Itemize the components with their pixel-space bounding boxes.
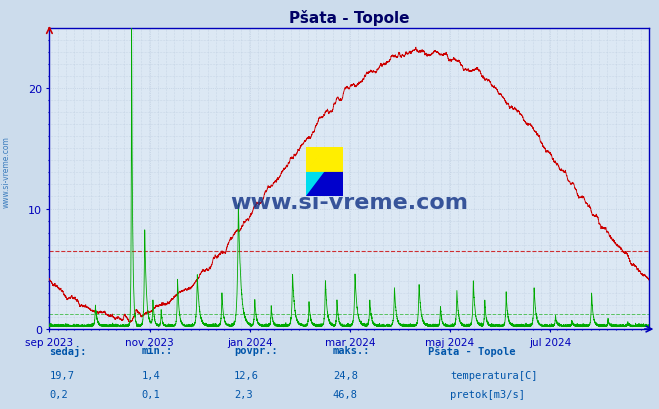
Text: 24,8: 24,8 (333, 370, 358, 380)
Text: 0,1: 0,1 (142, 389, 160, 399)
Text: temperatura[C]: temperatura[C] (450, 370, 538, 380)
Text: Pšata - Topole: Pšata - Topole (428, 346, 516, 356)
Text: 0,2: 0,2 (49, 389, 68, 399)
Text: maks.:: maks.: (333, 346, 370, 355)
Polygon shape (306, 147, 343, 172)
Text: min.:: min.: (142, 346, 173, 355)
Text: www.si-vreme.com: www.si-vreme.com (2, 136, 11, 208)
Text: 12,6: 12,6 (234, 370, 259, 380)
Text: povpr.:: povpr.: (234, 346, 277, 355)
Text: 46,8: 46,8 (333, 389, 358, 399)
Title: Pšata - Topole: Pšata - Topole (289, 10, 409, 26)
Text: 2,3: 2,3 (234, 389, 252, 399)
Polygon shape (306, 147, 343, 196)
Text: 19,7: 19,7 (49, 370, 74, 380)
Text: sedaj:: sedaj: (49, 346, 87, 357)
Text: 1,4: 1,4 (142, 370, 160, 380)
Text: pretok[m3/s]: pretok[m3/s] (450, 389, 525, 399)
Polygon shape (306, 147, 325, 172)
Polygon shape (306, 147, 343, 196)
Text: www.si-vreme.com: www.si-vreme.com (230, 193, 469, 213)
